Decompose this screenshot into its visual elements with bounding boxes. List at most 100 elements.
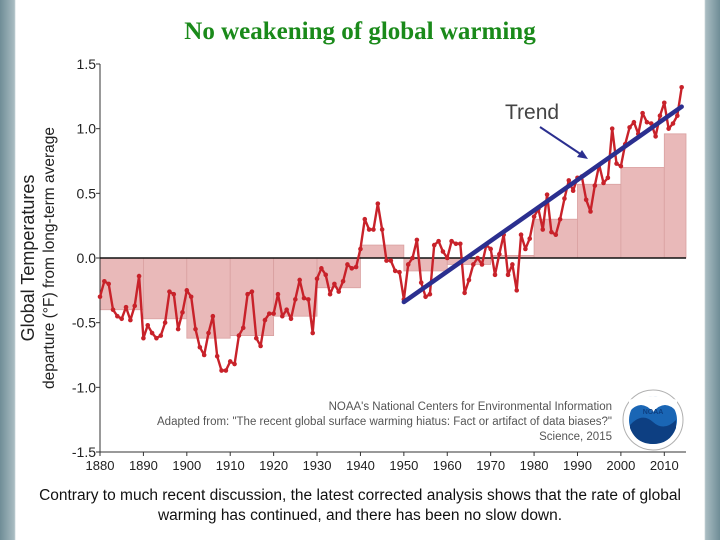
temperature-point [449,238,454,244]
trend-line [401,104,684,305]
temperature-point [505,272,511,278]
series [97,84,684,373]
temperature-point [618,163,624,169]
temperature-point [323,272,329,278]
temperature-point [479,262,485,267]
temperature-point [614,161,619,166]
temperature-point [457,241,463,247]
x-tick-label: 2000 [606,458,635,473]
temperature-point [644,119,650,125]
temperature-point [171,291,177,297]
title-background [155,14,565,54]
temperature-point [128,317,133,323]
temperature-point [262,317,268,323]
temperature-point [314,276,320,281]
temperature-point [293,297,298,302]
trend-arrowhead [577,150,588,159]
temperature-point [362,216,368,222]
temperature-point [605,175,611,181]
x-tick-label: 1920 [259,458,288,473]
temperature-point [280,313,285,319]
temperature-point [588,209,593,214]
temperature-point [666,126,671,131]
temperature-point [258,343,263,349]
decade-bar-1990 [577,183,622,259]
temperature-point [375,201,381,206]
temperature-point [471,262,476,267]
y-axis-label: Global Temperatures [18,175,38,342]
y-tick-label: 1.0 [77,121,97,137]
temperature-point [640,110,645,116]
temperature-point [219,368,224,373]
x-tick-label: 1900 [172,458,201,473]
temperature-point [275,291,281,297]
x-tick-label: 1980 [520,458,549,473]
temperature-point [206,330,211,336]
temperature-point [562,196,567,201]
slide-title: No weakening of global warming [184,18,536,45]
temperature-point [319,266,324,271]
x-tick-label: 1880 [86,458,115,473]
y-tick-label: 1.5 [77,56,97,72]
decade-bar-1980 [533,218,578,259]
temperature-point [518,232,524,238]
temperature-point [223,368,229,373]
y-tick-label: -1.0 [72,379,96,395]
decade-bar-1900 [186,257,231,339]
temperature-point [227,359,233,364]
temperature-point [201,352,207,358]
temperature-point [145,322,151,328]
y-tick-label: -1.5 [72,444,96,460]
decade-bar-1890 [143,257,188,320]
temperature-point [197,344,203,350]
temperature-point [193,326,198,332]
decade-bar-2000 [620,167,665,259]
temperature-point [527,236,533,241]
temperature-point [158,333,164,338]
temperature-point [253,335,259,341]
axes: -1.5 -1.0 -0.5 0.0 0.5 1.0 1.5 1880 1890 1900 1910… [72,56,686,473]
temperature-point [601,180,606,186]
y-tick-label: 0.5 [77,185,97,201]
temperature-point [661,100,667,106]
temperature-point [453,241,459,247]
temperature-point [297,277,302,283]
temperature-point [405,262,411,267]
x-tick-label: 1930 [303,458,332,473]
temperature-point [162,320,168,325]
y-tick-label: -0.5 [72,315,96,331]
temperature-point [301,295,307,301]
temperature-point [531,214,537,219]
trend-arrow [539,126,586,158]
temperature-point [306,297,311,302]
x-tick-label: 1990 [563,458,592,473]
temperature-point [544,192,550,197]
temperature-point [549,229,554,235]
temperature-point [106,281,111,287]
temperature-point [167,289,172,294]
temperature-point [188,294,194,300]
temperature-point [340,278,346,284]
temperature-point [497,251,502,257]
temperature-point [592,183,598,188]
temperature-point [462,290,467,296]
temperature-point [97,294,103,300]
chart-labels: Global Temperatures departure (°F) from … [18,101,684,451]
temperature-point [514,288,520,293]
temperature-point [392,268,398,274]
source-line-2: Adapted from: "The recent global surface… [157,416,612,428]
temperature-point [523,246,528,252]
temperature-point [115,313,120,319]
temperature-point [345,262,350,267]
temperature-point [110,307,116,313]
temperature-point [284,307,289,313]
temperature-point [245,291,250,297]
temperature-point [210,313,216,319]
x-tick-label: 2010 [650,458,679,473]
temperature-point [427,291,433,297]
temperature-point [310,330,315,336]
temperature-point [540,227,546,232]
temperature-chart: -1.5 -1.0 -0.5 0.0 0.5 1.0 1.5 1880 1890 1900 1910… [18,56,687,473]
temperature-point [384,258,389,263]
x-tick-label: 1940 [346,458,375,473]
